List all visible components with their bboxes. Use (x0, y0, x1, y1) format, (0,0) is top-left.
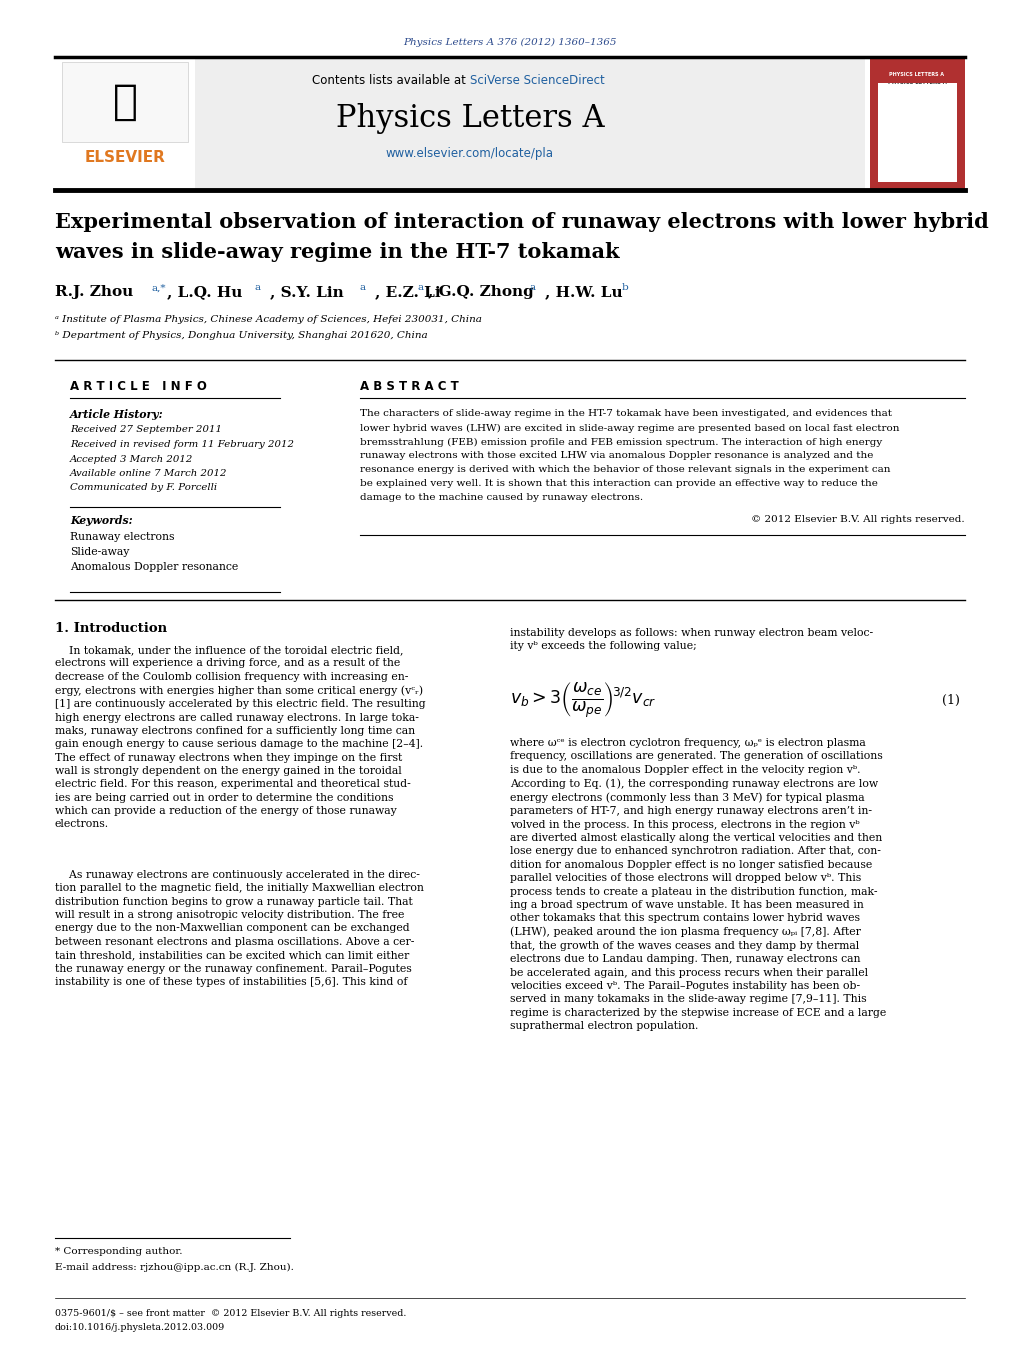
Text: bremsstrahlung (FEB) emission profile and FEB emission spectrum. The interaction: bremsstrahlung (FEB) emission profile an… (360, 438, 881, 447)
Text: a: a (418, 284, 424, 293)
Text: A R T I C L E   I N F O: A R T I C L E I N F O (70, 380, 207, 393)
Text: instability develops as follows: when runway electron beam veloc-
ity vᵇ exceeds: instability develops as follows: when ru… (510, 628, 872, 651)
Text: resonance energy is derived with which the behavior of those relevant signals in: resonance energy is derived with which t… (360, 466, 890, 474)
Text: Keywords:: Keywords: (70, 516, 132, 527)
Text: $v_b > 3\left(\dfrac{\omega_{ce}}{\omega_{pe}}\right)^{\!3/2} v_{cr}$: $v_b > 3\left(\dfrac{\omega_{ce}}{\omega… (510, 681, 655, 720)
Text: a: a (255, 284, 261, 293)
Text: ᵇ Department of Physics, Donghua University, Shanghai 201620, China: ᵇ Department of Physics, Donghua Univers… (55, 331, 427, 340)
Text: As runaway electrons are continuously accelerated in the direc-
tion parallel to: As runaway electrons are continuously ac… (55, 870, 424, 986)
Text: , G.Q. Zhong: , G.Q. Zhong (428, 285, 533, 299)
Text: Received 27 September 2011: Received 27 September 2011 (70, 426, 222, 435)
Text: Runaway electrons: Runaway electrons (70, 532, 174, 542)
Text: In tokamak, under the influence of the toroidal electric field,
electrons will e: In tokamak, under the influence of the t… (55, 644, 425, 830)
Text: a,*: a,* (152, 284, 166, 293)
Text: Article History:: Article History: (70, 408, 163, 420)
Text: * Corresponding author.: * Corresponding author. (55, 1247, 182, 1256)
Text: doi:10.1016/j.physleta.2012.03.009: doi:10.1016/j.physleta.2012.03.009 (55, 1323, 225, 1332)
Text: waves in slide-away regime in the HT-7 tokamak: waves in slide-away regime in the HT-7 t… (55, 242, 619, 262)
Text: b: b (622, 284, 628, 293)
Text: 1. Introduction: 1. Introduction (55, 621, 167, 635)
Text: Slide-away: Slide-away (70, 547, 129, 557)
Text: 🌲: 🌲 (112, 81, 138, 123)
Text: a: a (360, 284, 366, 293)
Text: Anomalous Doppler resonance: Anomalous Doppler resonance (70, 562, 238, 571)
Text: Received in revised form 11 February 2012: Received in revised form 11 February 201… (70, 440, 293, 449)
Bar (877, 65, 956, 182)
Text: , E.Z. Li: , E.Z. Li (375, 285, 440, 299)
Text: runaway electrons with those excited LHW via anomalous Doppler resonance is anal: runaway electrons with those excited LHW… (360, 451, 872, 461)
Bar (55, 57, 195, 190)
Text: 0375-9601/$ – see front matter  © 2012 Elsevier B.V. All rights reserved.: 0375-9601/$ – see front matter © 2012 El… (55, 1309, 406, 1317)
Text: Communicated by F. Porcelli: Communicated by F. Porcelli (70, 484, 217, 493)
Bar (877, 65, 956, 82)
Text: E-mail address: rjzhou@ipp.ac.cn (R.J. Zhou).: E-mail address: rjzhou@ipp.ac.cn (R.J. Z… (55, 1262, 293, 1271)
Text: www.elsevier.com/locate/pla: www.elsevier.com/locate/pla (385, 146, 553, 159)
Text: , L.Q. Hu: , L.Q. Hu (167, 285, 243, 299)
Text: R.J. Zhou: R.J. Zhou (55, 285, 133, 299)
Text: © 2012 Elsevier B.V. All rights reserved.: © 2012 Elsevier B.V. All rights reserved… (751, 516, 964, 524)
Text: , H.W. Lu: , H.W. Lu (544, 285, 622, 299)
Bar (62, 62, 187, 142)
Text: be explained very well. It is shown that this interaction can provide an effecti: be explained very well. It is shown that… (360, 480, 877, 489)
Text: Accepted 3 March 2012: Accepted 3 March 2012 (70, 454, 194, 463)
Text: damage to the machine caused by runaway electrons.: damage to the machine caused by runaway … (360, 493, 643, 503)
Text: (1): (1) (942, 693, 959, 707)
Bar (55, 57, 864, 190)
Text: a: a (530, 284, 536, 293)
Text: Physics Letters A 376 (2012) 1360–1365: Physics Letters A 376 (2012) 1360–1365 (403, 38, 616, 46)
Text: Available online 7 March 2012: Available online 7 March 2012 (70, 469, 227, 478)
Text: ᵃ Institute of Plasma Physics, Chinese Academy of Sciences, Hefei 230031, China: ᵃ Institute of Plasma Physics, Chinese A… (55, 316, 481, 324)
Text: PHYSICS LETTERS A: PHYSICS LETTERS A (889, 72, 944, 77)
Text: The characters of slide-away regime in the HT-7 tokamak have been investigated, : The characters of slide-away regime in t… (360, 409, 892, 419)
Text: , S.Y. Lin: , S.Y. Lin (270, 285, 343, 299)
Bar (869, 57, 964, 190)
Text: ELSEVIER: ELSEVIER (85, 150, 165, 166)
Text: A B S T R A C T: A B S T R A C T (360, 380, 459, 393)
Text: Physics Letters A: Physics Letters A (335, 103, 603, 134)
Text: Contents lists available at: Contents lists available at (312, 73, 470, 86)
Text: SciVerse ScienceDirect: SciVerse ScienceDirect (470, 73, 604, 86)
Text: PHYSICS LETTERS A: PHYSICS LETTERS A (887, 80, 946, 85)
Text: Experimental observation of interaction of runaway electrons with lower hybrid: Experimental observation of interaction … (55, 212, 987, 232)
Text: where ωᶜᵉ is electron cyclotron frequency, ωₚᵉ is electron plasma
frequency, osc: where ωᶜᵉ is electron cyclotron frequenc… (510, 738, 886, 1031)
Text: lower hybrid waves (LHW) are excited in slide-away regime are presented based on: lower hybrid waves (LHW) are excited in … (360, 423, 899, 432)
